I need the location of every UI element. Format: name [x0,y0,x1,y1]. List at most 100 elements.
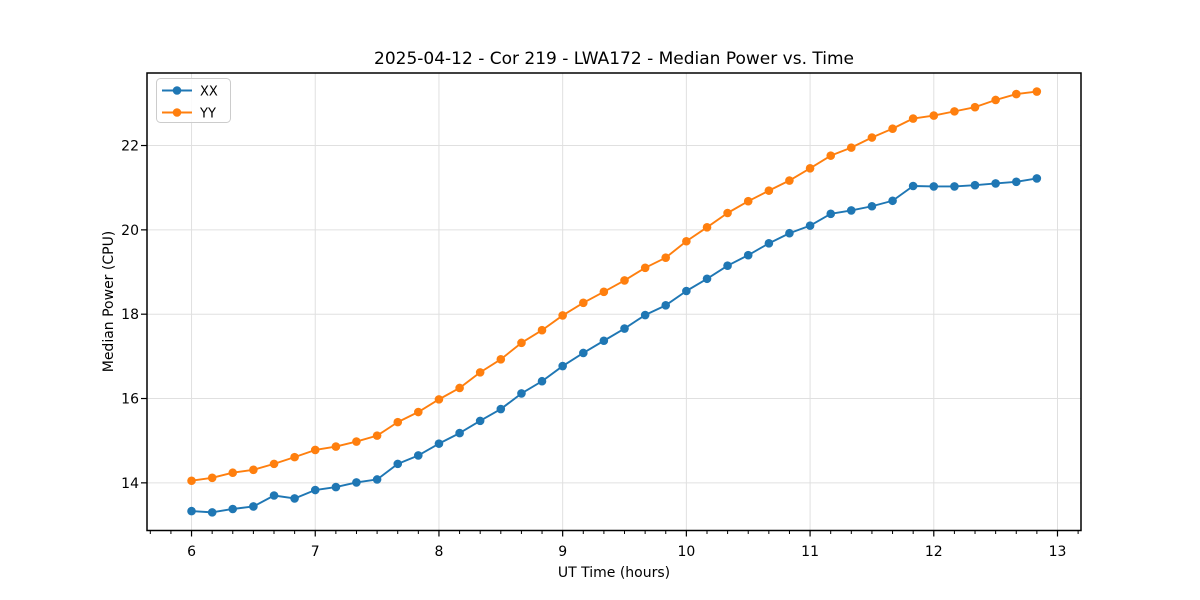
series-xx-marker [702,274,712,284]
series-yy-marker [1032,87,1042,96]
x-axis-label: UT Time (hours) [558,565,670,581]
plot-frame [146,72,1082,532]
series-layer [187,87,1042,517]
series-yy-marker [207,473,217,483]
series-yy-marker [331,442,341,451]
series-yy-marker [661,253,671,262]
series-xx-marker [743,250,753,260]
series-yy-marker [908,114,918,123]
series-xx-marker [558,361,567,371]
series-yy-marker [249,465,258,475]
series-xx-marker [929,182,939,191]
y-tick-label: 20 [121,223,139,239]
series-yy-marker [455,383,464,393]
series-xx-marker [991,179,1000,188]
x-tick-label: 12 [925,544,943,560]
series-xx-marker [764,239,774,248]
series-xx-marker [908,181,918,191]
series-yy-marker [723,208,732,218]
y-tick-label: 22 [121,139,139,155]
series-xx-marker [661,301,671,310]
series-xx-marker [682,286,691,296]
series-yy-marker [372,431,382,440]
x-tick-label: 11 [801,544,819,560]
series-xx-marker [496,404,506,414]
legend-entry-xx: XX [162,85,218,100]
series-yy-marker [599,287,609,297]
series-xx-marker [517,389,526,398]
x-tick-label: 7 [311,544,320,560]
y-tick-label: 18 [121,307,139,323]
series-yy-marker [187,476,196,486]
series-yy-marker [867,133,877,142]
series-yy-marker [991,95,1000,105]
legend-label-xx: XX [200,85,218,100]
series-yy-marker [413,407,423,417]
series-yy-marker [805,163,815,173]
series-yy-marker [310,445,320,455]
chart-title: 2025-04-12 - Cor 219 - LWA172 - Median P… [374,49,854,69]
series-xx-marker [290,494,299,503]
series-yy-marker [682,236,691,246]
series-xx-marker [950,182,959,191]
series-xx-marker [970,180,980,190]
series-xx-marker [413,451,423,460]
series-xx-marker [826,209,836,219]
legend-label-yy: YY [199,107,216,122]
series-yy-marker [764,186,774,195]
series-yy-marker [579,298,588,308]
series-yy-marker [702,223,712,232]
series-xx-marker [269,491,279,500]
series-xx-marker [888,196,897,206]
series-xx-marker [310,485,320,495]
legend-box [156,78,231,123]
series-xx-marker [785,228,794,238]
tick-layer: 6 7 8 9 10 11 12 13 14 16 18 20 22 [121,139,1079,560]
series-xx-marker [1012,177,1021,187]
legend-entry-yy: YY [162,107,216,122]
series-xx-marker [867,201,877,211]
series-xx-marker [475,416,485,426]
series-xx-marker [331,482,341,492]
y-tick-label: 14 [121,476,139,492]
series-xx-marker [372,475,382,484]
series-xx-marker [187,506,196,516]
series-xx-marker [228,504,238,514]
series-yy-marker [269,459,279,469]
series-yy-marker [290,452,299,462]
series-yy-marker [826,151,836,160]
series-xx-marker [599,336,609,346]
series-yy-marker [475,368,485,377]
series-yy-marker [785,176,794,185]
series-xx-marker [537,376,547,386]
series-yy-marker [950,107,959,116]
series-xx-marker [455,428,464,438]
series-yy-marker [537,325,547,335]
series-yy-marker [970,102,980,112]
legend-marker-xx [172,86,182,95]
series-yy-marker [888,124,897,133]
series-xx-marker [249,502,258,511]
series-yy-marker [228,468,238,478]
series-yy-marker [929,111,939,120]
series-xx-marker [846,206,856,215]
series-xx-marker [207,508,217,517]
series-xx-marker [393,459,403,469]
x-tick-label: 9 [558,544,567,560]
series-xx-marker [434,439,444,448]
series-yy-marker [517,338,526,348]
x-tick-label: 8 [434,544,443,560]
series-xx-marker [352,478,361,487]
series-yy-marker [620,276,629,285]
series-xx-marker [620,324,629,333]
series-yy-marker [743,196,753,206]
legend-marker-yy [172,108,182,117]
series-yy-marker [1012,89,1021,99]
x-tick-label: 10 [677,544,695,560]
x-tick-label: 13 [1049,544,1067,560]
x-tick-label: 6 [187,544,196,560]
series-yy-marker [352,437,361,446]
series-xx-marker [723,261,732,270]
